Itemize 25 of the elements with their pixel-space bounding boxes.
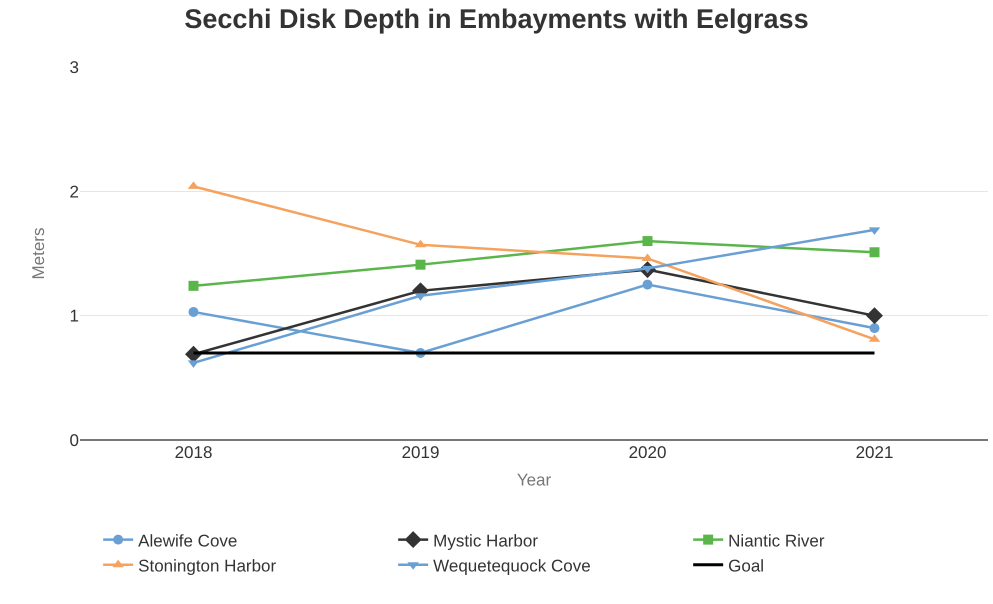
legend-label: Mystic Harbor	[433, 531, 538, 550]
point	[642, 236, 652, 246]
x-tick-label: 2021	[856, 443, 894, 462]
y-axis-title: Meters	[29, 228, 48, 280]
legend-label: Niantic River	[728, 531, 825, 550]
point	[188, 306, 198, 317]
x-axis-title: Year	[516, 470, 552, 490]
legend-label: Stonington Harbor	[138, 556, 276, 576]
point	[870, 323, 880, 334]
x-tick-label: 2020	[628, 443, 666, 462]
point	[416, 260, 426, 270]
x-tick-label: 2018	[174, 443, 212, 462]
y-tick-label: 1	[70, 306, 79, 326]
legend-label: Wequetequock Cove	[433, 556, 591, 576]
legend-label: Alewife Cove	[138, 531, 238, 550]
chart-title: Secchi Disk Depth in Embayments with Eelgrass	[184, 4, 809, 34]
legend-label: Goal	[728, 556, 764, 576]
y-tick-label: 2	[70, 182, 79, 202]
y-tick-label: 0	[70, 430, 79, 450]
point	[866, 307, 883, 324]
point	[870, 247, 880, 258]
y-tick-label: 3	[70, 58, 79, 77]
x-tick-label: 2019	[402, 443, 440, 462]
point	[642, 280, 652, 290]
point	[188, 280, 198, 291]
